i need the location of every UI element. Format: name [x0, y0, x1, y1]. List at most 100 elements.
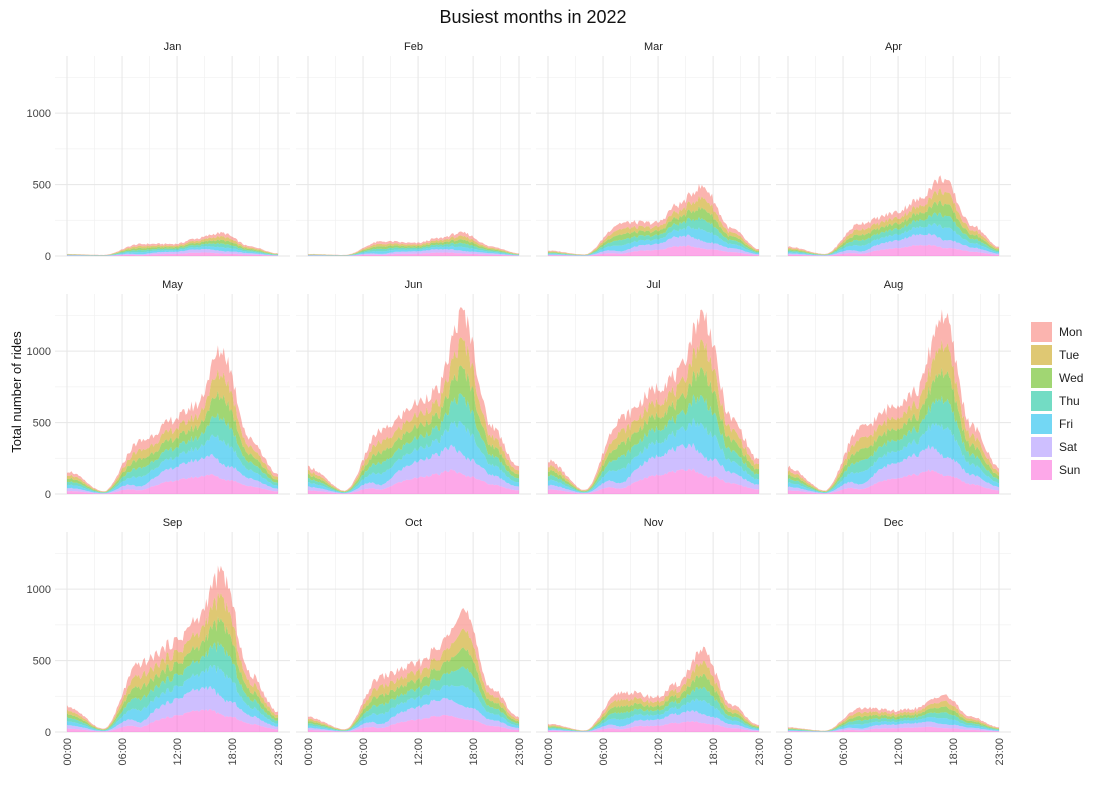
- area-jun-mon: [308, 307, 519, 492]
- area-apr-tue: [788, 188, 999, 255]
- area-may-thu: [67, 412, 278, 493]
- legend-key-tue: [1031, 345, 1052, 365]
- area-may-sat: [67, 453, 278, 494]
- strip-label-aug: Aug: [884, 279, 904, 291]
- x-tick-label: 18:00: [227, 738, 239, 766]
- area-jul-sun: [548, 468, 759, 494]
- x-tick-label: 18:00: [708, 738, 720, 766]
- strip-label-may: May: [162, 279, 183, 291]
- area-feb-sun: [308, 252, 519, 256]
- y-tick-label: 0: [45, 251, 51, 263]
- area-nov-fri: [548, 698, 759, 732]
- area-oct-sun: [308, 714, 519, 732]
- x-tick-label: 06:00: [838, 738, 850, 766]
- legend-label-mon: Mon: [1059, 325, 1082, 339]
- panel-nov: Nov 00:00 06:00 12:00 18:00 23:00: [536, 517, 771, 766]
- area-oct-fri: [308, 684, 519, 732]
- area-mar-fri: [548, 225, 759, 256]
- area-sep-mon: [67, 565, 278, 730]
- area-jan-wed: [67, 239, 278, 256]
- area-jul-thu: [548, 394, 759, 493]
- legend-key-fri: [1031, 414, 1052, 434]
- area-jul-tue: [548, 339, 759, 492]
- y-tick-label: 500: [33, 180, 51, 192]
- area-sep-wed: [67, 616, 278, 731]
- legend-label-fri: Fri: [1059, 417, 1073, 431]
- x-tick-label: 06:00: [117, 738, 129, 766]
- x-tick-label: 12:00: [893, 738, 905, 766]
- area-apr-wed: [788, 200, 999, 255]
- area-oct-thu: [308, 666, 519, 731]
- legend-label-wed: Wed: [1059, 371, 1083, 385]
- legend-label-tue: Tue: [1059, 348, 1080, 362]
- area-nov-sat: [548, 710, 759, 732]
- legend-label-sat: Sat: [1059, 440, 1078, 454]
- x-tick-label: 12:00: [413, 738, 425, 766]
- y-tick-label: 500: [33, 656, 51, 668]
- legend-key-thu: [1031, 391, 1052, 411]
- area-dec-wed: [788, 706, 999, 732]
- x-tick-label: 06:00: [598, 738, 610, 766]
- y-tick-label: 500: [33, 418, 51, 430]
- legend-key-wed: [1031, 368, 1052, 388]
- area-nov-wed: [548, 673, 759, 732]
- strip-label-nov: Nov: [644, 517, 664, 529]
- area-jun-thu: [308, 393, 519, 493]
- area-may-fri: [67, 434, 278, 494]
- area-jan-mon: [67, 231, 278, 256]
- area-feb-mon: [308, 231, 519, 256]
- area-apr-sat: [788, 233, 999, 256]
- panel-jun: Jun: [296, 279, 531, 495]
- area-jan-fri: [67, 246, 278, 256]
- area-aug-wed: [788, 367, 999, 493]
- legend-label-thu: Thu: [1059, 394, 1080, 408]
- panel-apr: Apr: [776, 41, 1011, 257]
- area-aug-sun: [788, 469, 999, 494]
- area-dec-fri: [788, 717, 999, 732]
- panel-sep: Sep 0 500 1000 00:00 06:00 12:00 18:00 23:00: [27, 517, 290, 766]
- area-aug-sat: [788, 444, 999, 494]
- y-tick-label: 0: [45, 727, 51, 739]
- x-tick-label: 00:00: [543, 738, 555, 766]
- legend-key-sat: [1031, 437, 1052, 457]
- x-tick-label: 00:00: [783, 738, 795, 766]
- area-apr-thu: [788, 212, 999, 256]
- x-tick-label: 06:00: [358, 738, 370, 766]
- area-aug-thu: [788, 395, 999, 493]
- area-mar-sun: [548, 245, 759, 256]
- area-nov-thu: [548, 686, 759, 732]
- strip-label-jan: Jan: [164, 41, 182, 53]
- area-jun-sat: [308, 444, 519, 494]
- panel-feb: Feb: [296, 41, 531, 257]
- y-tick-label: 1000: [27, 346, 51, 358]
- x-tick-label: 23:00: [514, 738, 526, 766]
- strip-label-apr: Apr: [885, 41, 902, 53]
- area-dec-sun: [788, 726, 999, 732]
- x-tick-label: 23:00: [754, 738, 766, 766]
- area-may-wed: [67, 390, 278, 493]
- area-apr-sun: [788, 244, 999, 256]
- area-mar-wed: [548, 206, 759, 256]
- legend: Mon Tue Wed Thu Fri Sat Sun: [1031, 322, 1083, 480]
- area-oct-sat: [308, 697, 519, 732]
- area-nov-sun: [548, 721, 759, 732]
- panel-dec: Dec 00:00 06:00 12:00 18:00 23:00: [776, 517, 1011, 766]
- area-jul-sat: [548, 442, 759, 494]
- area-feb-fri: [308, 245, 519, 256]
- x-tick-label: 12:00: [172, 738, 184, 766]
- y-tick-label: 0: [45, 489, 51, 501]
- area-oct-wed: [308, 647, 519, 731]
- area-jan-tue: [67, 235, 278, 256]
- y-tick-label: 1000: [27, 108, 51, 120]
- x-tick-label: 12:00: [653, 738, 665, 766]
- area-sep-thu: [67, 641, 278, 731]
- strip-label-mar: Mar: [644, 41, 663, 53]
- area-oct-tue: [308, 628, 519, 731]
- area-dec-thu: [788, 712, 999, 732]
- strip-label-feb: Feb: [404, 41, 423, 53]
- panel-oct: Oct 00:00 06:00 12:00 18:00 23:00: [296, 517, 531, 766]
- x-tick-label: 23:00: [994, 738, 1006, 766]
- area-sep-fri: [67, 664, 278, 732]
- area-sep-tue: [67, 591, 278, 730]
- panel-mar: Mar: [536, 41, 771, 257]
